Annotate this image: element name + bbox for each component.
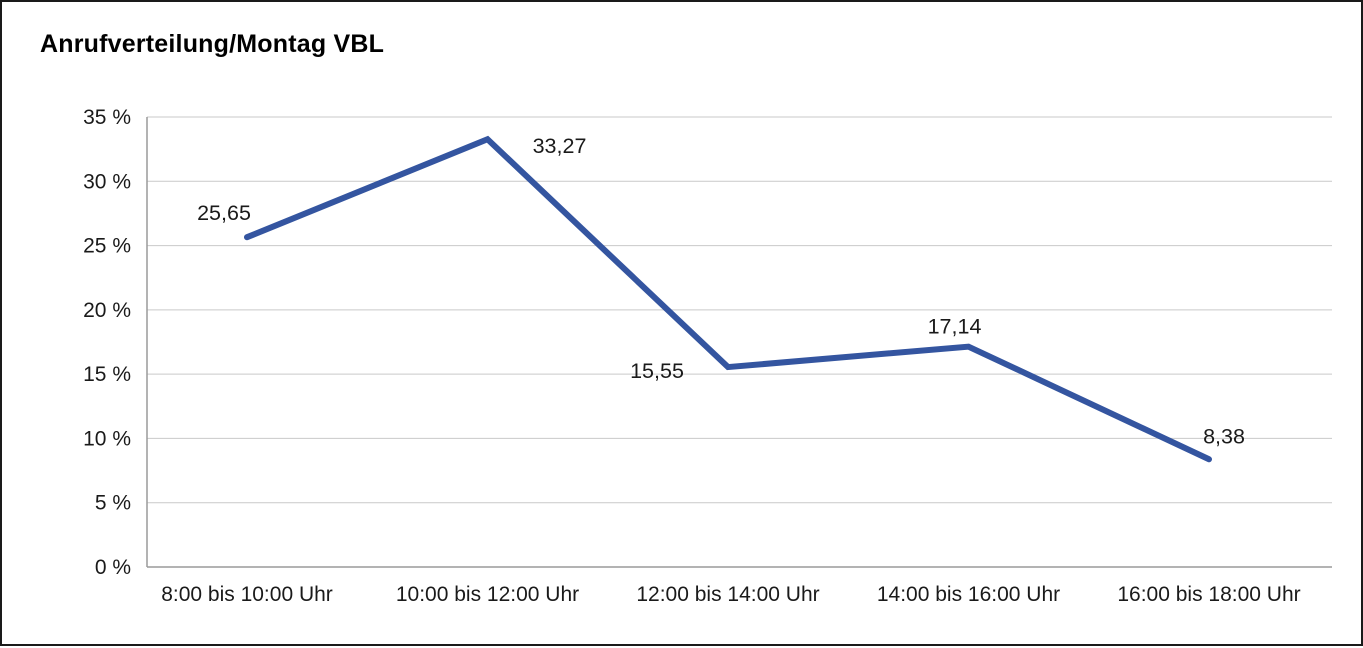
chart-title: Anrufverteilung/Montag VBL <box>40 30 385 58</box>
y-tick-label: 35 % <box>83 106 131 129</box>
x-tick-label: 8:00 bis 10:00 Uhr <box>161 583 333 606</box>
y-tick-label: 30 % <box>83 170 131 193</box>
data-label: 8,38 <box>1203 424 1245 448</box>
y-tick-label: 0 % <box>95 556 131 579</box>
x-tick-label: 10:00 bis 12:00 Uhr <box>396 583 579 606</box>
series-line <box>244 135 1212 463</box>
data-label: 17,14 <box>928 315 982 339</box>
y-tick-label: 15 % <box>83 363 131 386</box>
y-tick-label: 5 % <box>95 492 131 515</box>
data-label: 25,65 <box>197 201 251 225</box>
x-tick-label: 16:00 bis 18:00 Uhr <box>1117 583 1300 606</box>
x-tick-label: 14:00 bis 16:00 Uhr <box>877 583 1060 606</box>
y-tick-label: 20 % <box>83 299 131 322</box>
data-label: 33,27 <box>533 134 587 158</box>
y-tick-label: 10 % <box>83 427 131 450</box>
y-tick-label: 25 % <box>83 235 131 258</box>
x-tick-label: 12:00 bis 14:00 Uhr <box>636 583 819 606</box>
data-label: 15,55 <box>630 359 684 383</box>
